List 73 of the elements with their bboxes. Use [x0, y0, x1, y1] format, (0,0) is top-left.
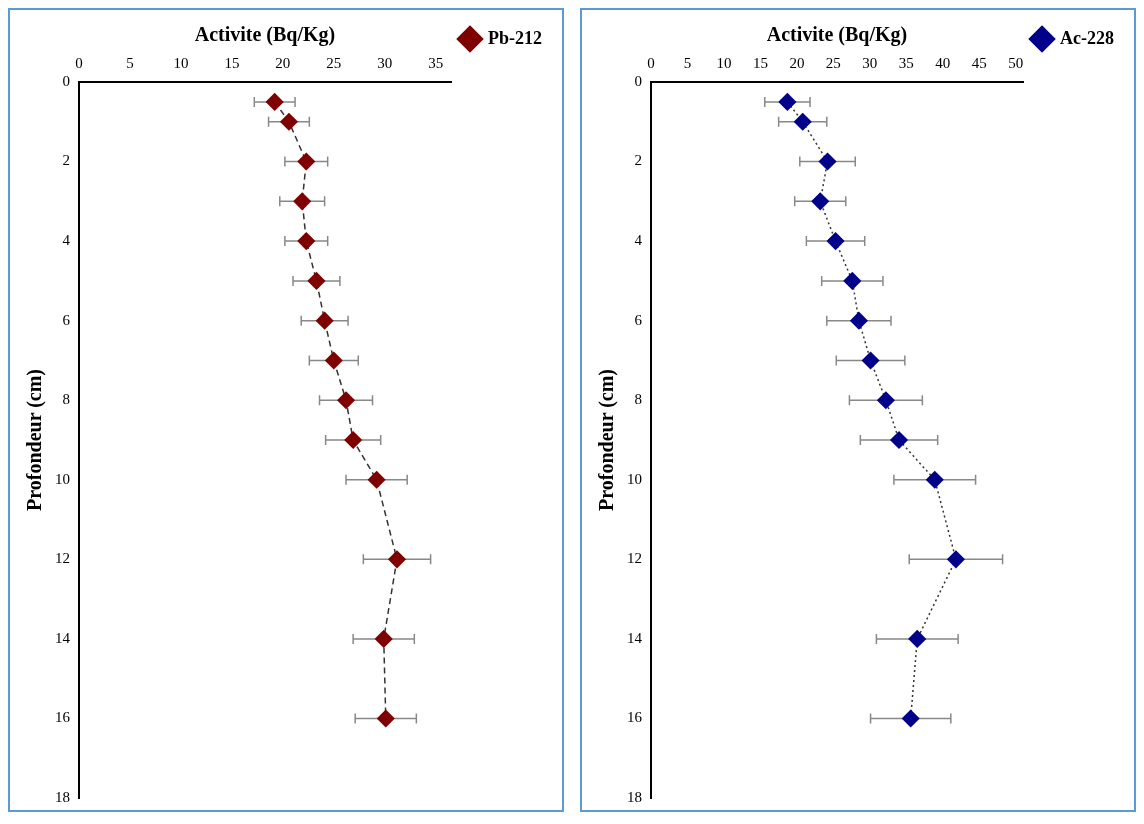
- y-tick-label: 2: [634, 152, 642, 169]
- y-tick-label: 16: [55, 709, 71, 726]
- point: [297, 152, 316, 171]
- point: [877, 391, 895, 409]
- y-tick-label: 16: [627, 709, 643, 726]
- x-tick-label: 40: [935, 54, 951, 71]
- point: [890, 431, 908, 449]
- y-axis-title: Profondeur (cm): [23, 368, 47, 512]
- y-tick-label: 12: [55, 550, 70, 567]
- point: [377, 709, 395, 728]
- y-tick-label: 18: [627, 788, 642, 805]
- point: [818, 152, 837, 171]
- x-axis-title: Activite (Bq/Kg): [766, 23, 908, 47]
- x-tick-label: 5: [683, 54, 692, 71]
- x-tick-label: 30: [862, 54, 878, 71]
- x-tick-label: 25: [825, 54, 841, 71]
- point: [315, 311, 334, 330]
- point: [850, 311, 868, 330]
- y-tick-label: 10: [55, 470, 70, 487]
- y-tick-label: 8: [634, 391, 642, 408]
- y-tick-label: 0: [634, 72, 642, 89]
- y-tick-label: 10: [627, 470, 642, 487]
- point: [293, 192, 311, 211]
- point: [826, 232, 845, 250]
- y-tick-label: 0: [62, 72, 70, 89]
- point: [367, 471, 386, 489]
- point: [793, 113, 812, 131]
- legend-label: Pb-212: [488, 27, 542, 48]
- point: [374, 630, 393, 648]
- x-tick-label: 25: [326, 54, 342, 71]
- y-tick-label: 8: [62, 391, 70, 408]
- y-tick-label: 4: [634, 232, 643, 249]
- y-tick-label: 14: [55, 629, 71, 646]
- point: [280, 113, 298, 131]
- y-tick-label: 14: [627, 629, 643, 646]
- point: [297, 232, 316, 250]
- x-tick-label: 0: [647, 54, 655, 71]
- x-tick-label: 30: [377, 54, 393, 71]
- x-tick-label: 35: [898, 54, 914, 71]
- x-tick-label: 35: [428, 54, 444, 71]
- point: [947, 550, 965, 569]
- point: [325, 351, 343, 370]
- legend-label: Ac-228: [1060, 27, 1114, 48]
- point: [901, 709, 920, 728]
- point: [337, 391, 355, 409]
- y-tick-label: 18: [55, 788, 70, 805]
- point: [811, 192, 829, 211]
- x-tick-label: 20: [789, 54, 805, 71]
- y-tick-label: 4: [62, 232, 71, 249]
- y-tick-label: 12: [627, 550, 642, 567]
- point: [861, 351, 880, 370]
- x-axis-title: Activite (Bq/Kg): [194, 23, 336, 47]
- y-tick-label: 2: [62, 152, 70, 169]
- point: [778, 93, 797, 111]
- point: [344, 431, 362, 449]
- x-tick-label: 50: [1008, 54, 1024, 71]
- y-tick-label: 6: [634, 311, 643, 328]
- x-tick-label: 45: [971, 54, 987, 71]
- x-tick-label: 10: [173, 54, 189, 71]
- point: [265, 93, 284, 111]
- x-tick-label: 20: [275, 54, 291, 71]
- point: [388, 550, 406, 569]
- point: [926, 471, 944, 489]
- point: [908, 630, 926, 648]
- point: [843, 272, 862, 290]
- y-axis-title: Profondeur (cm): [595, 368, 619, 512]
- x-tick-label: 5: [126, 54, 134, 71]
- x-tick-label: 15: [224, 54, 240, 71]
- x-tick-label: 10: [716, 54, 732, 71]
- x-tick-label: 0: [75, 54, 83, 71]
- x-tick-label: 15: [752, 54, 768, 71]
- point: [307, 272, 326, 290]
- y-tick-label: 6: [62, 311, 71, 328]
